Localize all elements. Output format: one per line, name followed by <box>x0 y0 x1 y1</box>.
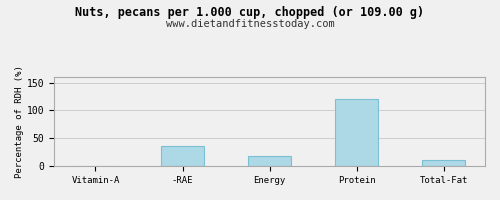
Y-axis label: Percentage of RDH (%): Percentage of RDH (%) <box>15 65 24 178</box>
Text: www.dietandfitnesstoday.com: www.dietandfitnesstoday.com <box>166 19 334 29</box>
Bar <box>248 156 292 166</box>
Bar <box>422 160 466 166</box>
Text: Nuts, pecans per 1.000 cup, chopped (or 109.00 g): Nuts, pecans per 1.000 cup, chopped (or … <box>76 6 424 19</box>
Bar <box>161 146 204 166</box>
Bar <box>335 99 378 166</box>
